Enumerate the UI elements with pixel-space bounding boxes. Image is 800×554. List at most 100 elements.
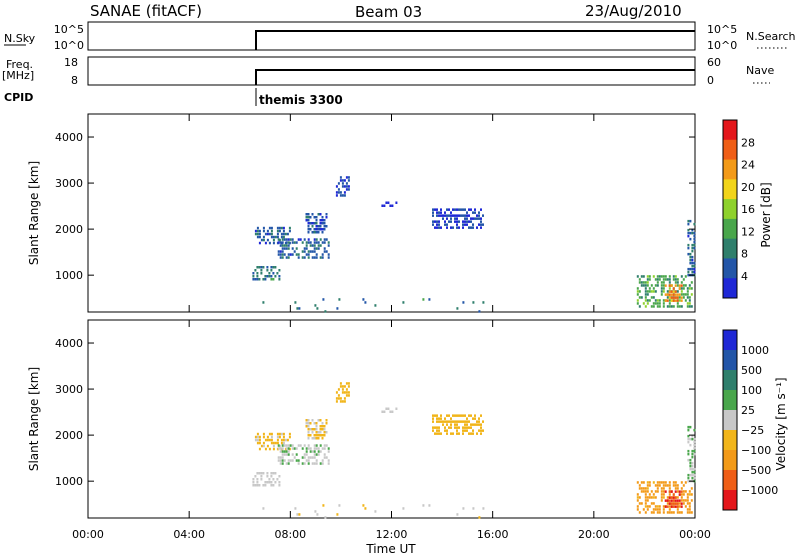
velocity-colorbar-label: Velocity [m s⁻¹]	[774, 377, 788, 470]
data-cell	[462, 208, 464, 211]
data-cell	[674, 496, 677, 499]
nave-label: Nave	[746, 64, 774, 77]
data-cell	[319, 428, 322, 431]
data-cell	[674, 487, 677, 490]
data-cell	[315, 437, 318, 440]
data-cell	[288, 229, 291, 233]
data-cell	[636, 290, 639, 293]
data-cell	[672, 299, 675, 302]
data-cell	[446, 223, 448, 226]
data-cell	[680, 505, 683, 508]
data-cell	[662, 290, 665, 293]
data-cell	[444, 426, 446, 429]
data-cell	[341, 400, 344, 403]
data-cell	[687, 267, 690, 271]
data-cell	[666, 505, 669, 508]
data-cell	[383, 410, 386, 413]
data-cell	[343, 391, 346, 394]
data-cell	[339, 176, 342, 179]
data-cell	[316, 307, 319, 310]
data-cell	[432, 220, 434, 223]
data-cell	[478, 420, 480, 423]
data-cell	[313, 462, 316, 465]
data-cell	[678, 284, 681, 287]
data-cell	[670, 305, 673, 308]
data-cell	[682, 484, 685, 487]
data-cell	[664, 284, 667, 287]
data-cell	[301, 462, 304, 465]
data-cell	[436, 214, 438, 217]
data-cell	[480, 208, 482, 211]
data-cell	[474, 208, 476, 211]
freq-tick-bottom: 8	[71, 74, 78, 87]
data-cell	[303, 456, 306, 459]
data-cell	[458, 420, 460, 423]
data-cell	[691, 246, 694, 250]
data-cell	[676, 299, 679, 302]
beam-title: Beam 03	[355, 3, 422, 21]
data-cell	[662, 484, 665, 487]
data-cell	[319, 256, 322, 259]
data-cell	[309, 434, 312, 437]
data-cell	[648, 275, 651, 278]
data-cell	[693, 246, 696, 250]
data-cell	[260, 444, 263, 448]
data-cell	[644, 299, 647, 302]
data-cell	[480, 223, 482, 226]
data-cell	[278, 275, 281, 278]
data-cell	[281, 453, 284, 456]
data-cell	[456, 307, 459, 310]
data-cell	[278, 278, 281, 281]
data-cell	[656, 305, 659, 308]
data-cell	[276, 441, 279, 445]
data-cell	[296, 307, 299, 310]
data-cell	[687, 458, 690, 462]
y-tick-label: 2000	[55, 429, 83, 442]
data-cell	[260, 475, 263, 478]
data-cell	[279, 253, 282, 256]
data-cell	[693, 243, 696, 247]
data-cell	[341, 185, 344, 188]
data-cell	[339, 194, 342, 197]
data-cell	[691, 473, 694, 477]
data-cell	[280, 432, 283, 436]
data-cell	[438, 426, 440, 429]
data-cell	[307, 459, 310, 462]
data-cell	[279, 256, 282, 259]
data-cell	[339, 382, 342, 385]
data-cell	[254, 229, 257, 233]
data-cell	[279, 447, 282, 450]
data-cell	[687, 222, 690, 226]
data-cell	[272, 441, 275, 445]
data-cell	[280, 438, 283, 442]
data-cell	[687, 452, 690, 456]
data-cell	[658, 484, 661, 487]
data-cell	[687, 476, 690, 480]
velocity-cells	[252, 382, 696, 519]
data-cell	[464, 214, 466, 217]
data-cell	[662, 302, 665, 305]
data-cell	[666, 496, 669, 499]
data-cell	[319, 228, 322, 231]
data-cell	[335, 397, 338, 400]
data-cell	[295, 253, 298, 256]
data-cell	[662, 299, 665, 302]
data-cell	[678, 493, 681, 496]
data-cell	[670, 505, 673, 508]
data-cell	[462, 223, 464, 226]
data-cell	[264, 278, 267, 281]
data-cell	[462, 420, 464, 423]
data-cell	[656, 505, 659, 508]
data-cell	[327, 241, 330, 244]
data-cell	[446, 217, 448, 220]
colorbar-swatch	[723, 370, 737, 391]
data-cell	[640, 502, 643, 505]
data-cell	[450, 432, 452, 435]
x-tick-label: 00:00	[679, 528, 711, 541]
data-cell	[323, 456, 326, 459]
data-cell	[287, 256, 290, 259]
data-cell	[315, 241, 318, 244]
data-cell	[291, 444, 294, 447]
data-cell	[670, 290, 673, 293]
data-cell	[303, 247, 306, 250]
